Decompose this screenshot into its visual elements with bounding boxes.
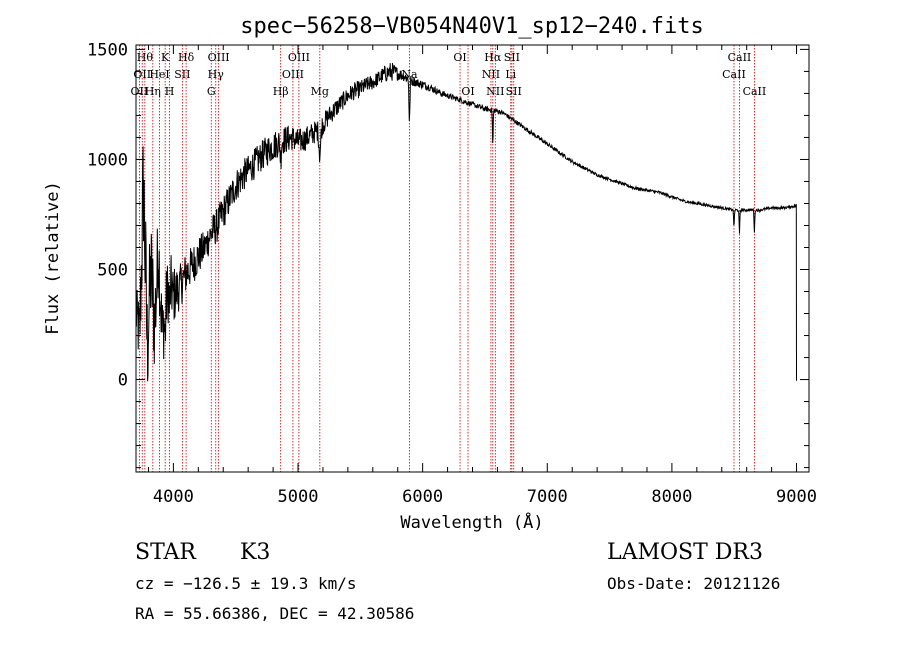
line-marker-label: K (161, 51, 170, 64)
line-marker-label: H (165, 85, 175, 98)
line-marker-label: OII (131, 85, 149, 98)
line-marker-label: Hβ (273, 85, 289, 98)
y-tick-label: 1500 (87, 40, 128, 60)
line-marker-label: OIII (288, 51, 310, 64)
line-marker-label: OI (453, 51, 466, 64)
line-marker-label: CaII (722, 68, 746, 81)
line-marker-label: OI (461, 85, 474, 98)
redshift-line: cz = −126.5 ± 19.3 km/s (135, 574, 357, 593)
x-tick-label: 6000 (402, 487, 443, 507)
y-ticks: 0 500 1000 1500 (87, 40, 809, 469)
y-axis-label: Flux (relative) (43, 181, 63, 335)
line-marker-label: G (207, 85, 216, 98)
line-marker-label: SII (174, 68, 190, 81)
x-tick-label: 7000 (527, 487, 568, 507)
line-marker-label: SII (504, 51, 520, 64)
line-marker-label: HeI (149, 68, 169, 81)
spectrum-line (135, 62, 797, 382)
line-marker-label: OIII (208, 51, 230, 64)
line-marker-label: Hη (145, 85, 161, 98)
line-marker-label: CaII (728, 51, 752, 64)
x-tick-label: 8000 (651, 487, 692, 507)
coordinates: RA = 55.66386, DEC = 42.30586 (135, 604, 415, 623)
line-marker-label: Hα (484, 51, 502, 64)
x-axis-label: Wavelength (Å) (400, 511, 543, 533)
object-subclass: K3 (240, 540, 271, 565)
line-marker-labels: OIIOIIHθHηHeIKHSIIHδGHγOIIIHβOIIIOIIIMgN… (131, 51, 767, 98)
line-marker-label: Mg (311, 85, 329, 98)
line-marker-label: NII (482, 68, 500, 81)
line-marker-label: Li (505, 68, 516, 81)
x-tick-label: 4000 (153, 487, 194, 507)
object-class: STAR (135, 540, 196, 565)
x-tick-label: 9000 (776, 487, 817, 507)
line-markers (138, 45, 755, 472)
survey-name: LAMOST DR3 (607, 540, 763, 565)
obs-date: Obs-Date: 20121126 (607, 574, 781, 593)
plot-frame (135, 44, 810, 473)
y-tick-label: 500 (97, 261, 128, 281)
x-ticks: 4000 5000 6000 7000 8000 9000 (147, 45, 817, 507)
line-marker-label: CaII (743, 85, 767, 98)
line-marker-label: OIII (282, 68, 304, 81)
line-marker-label: SII (506, 85, 522, 98)
x-tick-label: 5000 (278, 487, 319, 507)
line-marker-label: NII (486, 85, 504, 98)
y-tick-label: 1000 (87, 150, 128, 170)
y-tick-label: 0 (118, 371, 128, 391)
chart-title: spec−56258−VB054N40V1_sp12−240.fits (240, 14, 704, 39)
line-marker-label: Hγ (208, 68, 225, 81)
line-marker-label: Hθ (137, 51, 154, 64)
line-marker-label: Hδ (178, 51, 195, 64)
